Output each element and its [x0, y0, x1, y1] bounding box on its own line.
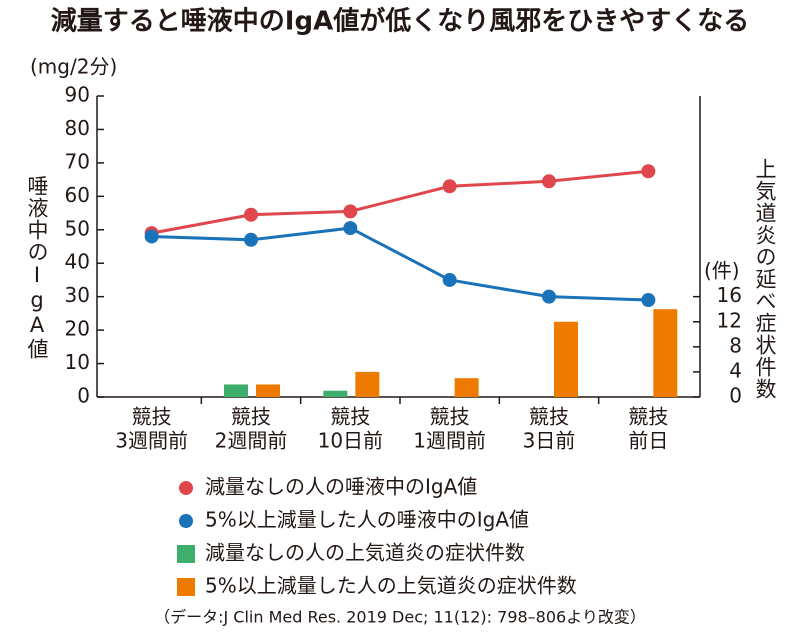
y-tick-label: 50: [65, 216, 90, 240]
bar: [224, 384, 248, 397]
legend-label: 5%以上減量した人の唾液中のIgA値: [205, 508, 529, 532]
y2-tick-label: 4: [729, 358, 742, 382]
x-tick-label: 1週間前: [413, 429, 486, 453]
point: [641, 293, 656, 308]
legend-label: 減量なしの人の上気道炎の症状件数: [205, 541, 525, 565]
legend-label: 5%以上減量した人の上気道炎の症状件数: [205, 574, 577, 598]
legend-marker: [177, 578, 195, 596]
point: [244, 207, 258, 222]
bar: [454, 378, 479, 397]
y-tick-label: 0: [77, 384, 90, 408]
x-tick-label: 3週間前: [115, 429, 188, 453]
x-tick-label: 競技: [132, 405, 172, 429]
bar: [554, 321, 578, 397]
x-tick-label: 競技: [231, 405, 271, 429]
y-tick-label: 70: [65, 149, 90, 173]
x-tick-label: 前日: [628, 429, 668, 453]
line: [151, 226, 649, 302]
line: [151, 169, 649, 235]
y-tick-label: 80: [65, 116, 90, 140]
y-tick-label: 60: [65, 183, 90, 207]
y-tick-label: 30: [65, 283, 90, 307]
point: [343, 221, 358, 236]
point: [144, 229, 159, 244]
x-tick-label: 10日前: [318, 429, 383, 453]
bar: [256, 384, 280, 397]
bar: [323, 390, 348, 397]
x-tick-label: 3日前: [523, 429, 576, 453]
bar: [653, 309, 678, 397]
legend-label: 減量なしの人の唾液中のIgA値: [205, 475, 477, 499]
y2-tick-label: 0: [729, 384, 742, 408]
y-tick-label: 40: [65, 250, 90, 274]
y-tick-label: 90: [65, 83, 90, 107]
x-tick-label: 競技: [529, 405, 569, 429]
point: [442, 272, 457, 287]
y2-axis-label: 上気道炎の延べ症状件数: [753, 158, 777, 400]
y2-tick-label: 16: [717, 283, 742, 307]
legend-marker: [179, 514, 193, 528]
point: [641, 164, 656, 179]
x-tick-label: 2週間前: [215, 429, 288, 453]
y-unit: (mg/2分): [30, 55, 117, 79]
point: [542, 174, 556, 189]
bar: [355, 371, 380, 397]
source: （データ:J Clin Med Res. 2019 Dec; 11(12): 7…: [154, 608, 646, 627]
y2-tick-label: 8: [729, 333, 742, 357]
x-tick-label: 競技: [628, 405, 668, 429]
y-axis-label: 唾液中のIgA値: [25, 175, 49, 360]
chart-title: 減量すると唾液中のIgA値が低くなり風邪をひきやすくなる: [51, 6, 749, 37]
y-tick-label: 10: [65, 350, 90, 374]
point: [244, 232, 258, 247]
point: [542, 289, 556, 304]
point: [442, 179, 457, 194]
y2-unit: (件): [704, 259, 740, 283]
y-tick-label: 20: [65, 317, 90, 341]
x-tick-label: 競技: [430, 405, 470, 429]
y2-tick-label: 12: [717, 308, 742, 332]
legend-marker: [177, 545, 195, 563]
point: [343, 204, 358, 219]
legend-marker: [179, 481, 193, 495]
x-tick-label: 競技: [330, 405, 370, 429]
